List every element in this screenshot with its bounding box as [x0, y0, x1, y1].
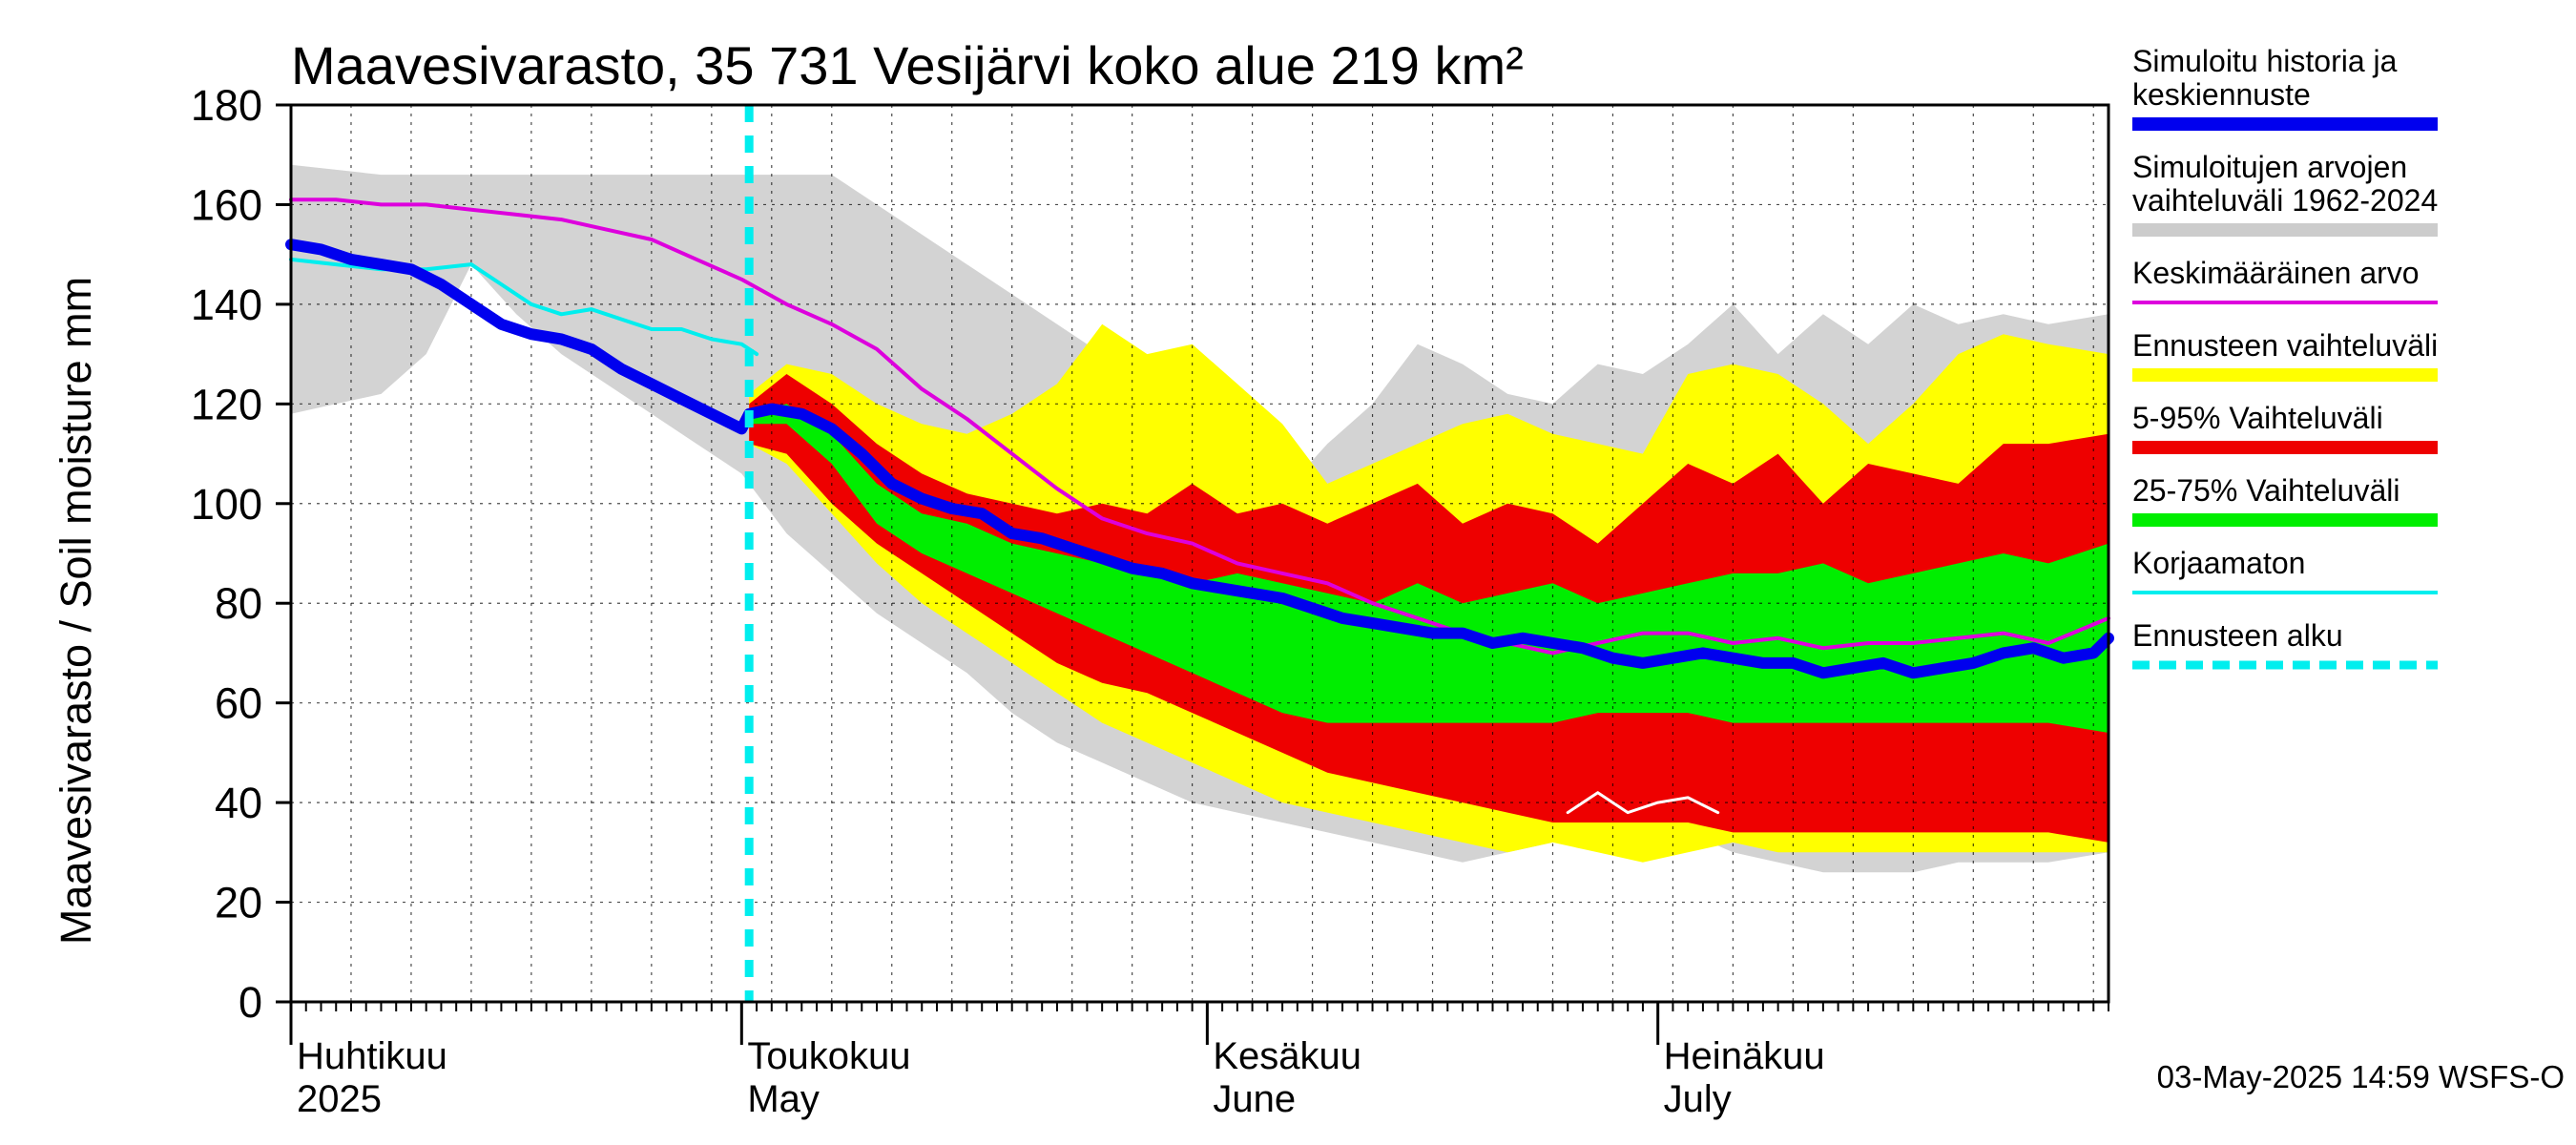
- x-month-sublabel: July: [1664, 1078, 1732, 1120]
- x-month-label: Heinäkuu: [1664, 1035, 1825, 1077]
- forecast-25-75-band: [749, 404, 2109, 733]
- y-tick-label: 80: [215, 579, 262, 628]
- legend-label: Keskimääräinen arvo: [2132, 256, 2420, 290]
- y-tick-label: 20: [215, 879, 262, 927]
- history-minimum-line: [1566, 791, 1720, 815]
- legend-label-second-line: vaihteluväli 1962-2024: [2132, 183, 2438, 218]
- chart-title: Maavesivarasto, 35 731 Vesijärvi koko al…: [291, 35, 1524, 95]
- mean-line: [289, 198, 2110, 656]
- y-axis-label: Maavesivarasto / Soil moisture mm: [52, 277, 100, 945]
- x-month-sublabel: May: [747, 1078, 820, 1120]
- x-month-sublabel: 2025: [297, 1078, 382, 1120]
- y-tick-label: 120: [191, 380, 262, 428]
- x-month-label: Toukokuu: [747, 1035, 910, 1077]
- legend-label: Simuloitu historia ja: [2132, 44, 2398, 78]
- legend-label: 5-95% Vaihteluväli: [2132, 401, 2383, 435]
- y-tick-label: 140: [191, 281, 262, 329]
- y-tick-label: 40: [215, 779, 262, 827]
- y-tick-label: 160: [191, 180, 262, 229]
- legend-label: 25-75% Vaihteluväli: [2132, 473, 2399, 508]
- plot-frame: [289, 103, 2110, 1004]
- legend-label: Simuloitujen arvojen: [2132, 150, 2407, 184]
- y-tick-label: 100: [191, 480, 262, 529]
- x-month-label: Huhtikuu: [297, 1035, 447, 1077]
- x-month-label: Kesäkuu: [1213, 1035, 1361, 1077]
- legend-label-second-line: keskiennuste: [2132, 77, 2311, 112]
- y-tick-label: 180: [191, 81, 262, 130]
- x-month-sublabel: June: [1213, 1078, 1296, 1120]
- legend-label: Ennusteen alku: [2132, 618, 2343, 653]
- y-tick-label: 60: [215, 679, 262, 728]
- timestamp: 03-May-2025 14:59 WSFS-O: [2157, 1059, 2565, 1094]
- legend-label: Korjaamaton: [2132, 546, 2305, 580]
- y-tick-label: 0: [239, 978, 262, 1027]
- legend-label: Ennusteen vaihteluväli: [2132, 328, 2438, 363]
- median-forecast-line: [285, 239, 2114, 679]
